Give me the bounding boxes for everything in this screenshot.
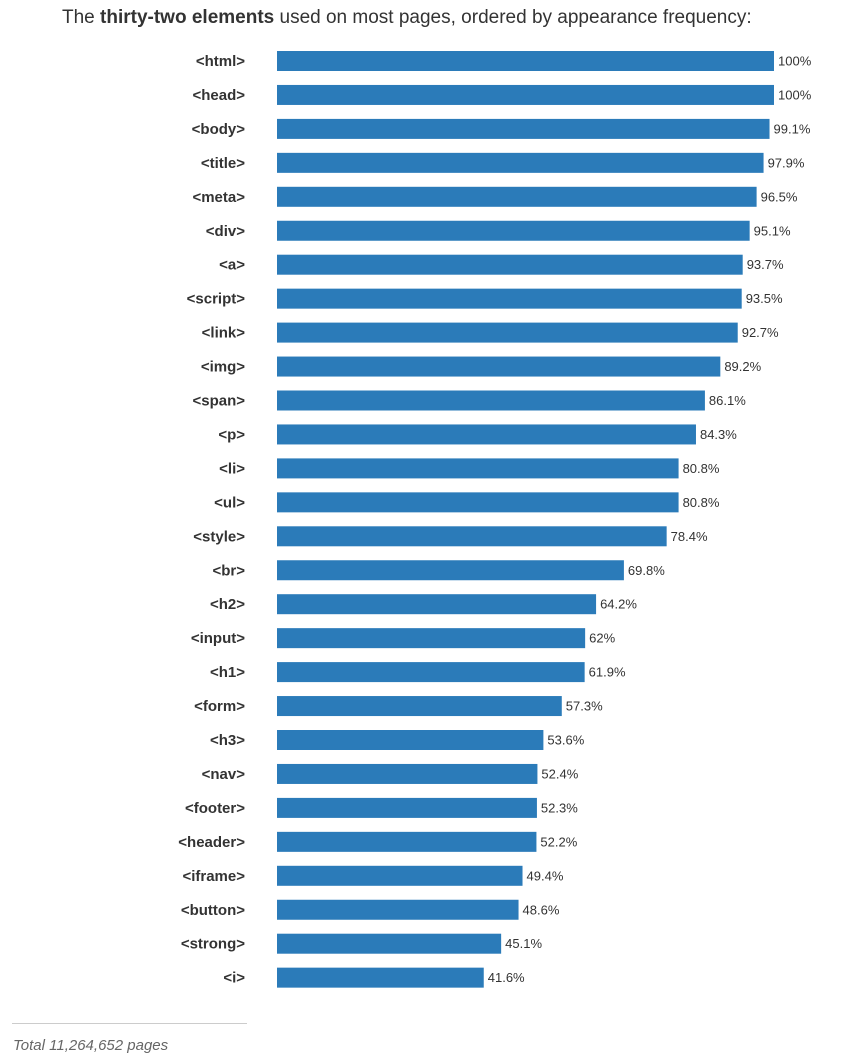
value-label-button: 48.6% bbox=[523, 902, 560, 917]
value-label-nav: 52.4% bbox=[541, 766, 578, 781]
value-label-html: 100% bbox=[778, 54, 812, 69]
bar-nav bbox=[277, 763, 538, 784]
category-label-header: <header> bbox=[178, 834, 245, 851]
bar-iframe bbox=[277, 865, 523, 886]
value-label-li: 80.8% bbox=[683, 461, 720, 476]
category-label-ul: <ul> bbox=[214, 494, 245, 511]
category-label-img: <img> bbox=[201, 359, 245, 376]
value-label-title: 97.9% bbox=[768, 155, 805, 170]
bar-h2 bbox=[277, 594, 597, 615]
bar-footer bbox=[277, 797, 537, 818]
bar-head bbox=[277, 84, 774, 105]
category-label-input: <input> bbox=[191, 630, 245, 647]
category-label-div: <div> bbox=[206, 223, 245, 240]
bar-header bbox=[277, 831, 537, 852]
bar-li bbox=[277, 458, 679, 479]
value-label-footer: 52.3% bbox=[541, 800, 578, 815]
category-label-link: <link> bbox=[202, 325, 246, 342]
bar-form bbox=[277, 696, 562, 717]
value-label-img: 89.2% bbox=[724, 359, 761, 374]
category-label-br: <br> bbox=[212, 562, 245, 579]
category-label-li: <li> bbox=[219, 460, 245, 477]
bar-h3 bbox=[277, 730, 544, 750]
value-label-h3: 53.6% bbox=[547, 733, 584, 748]
value-label-h2: 64.2% bbox=[600, 597, 637, 612]
bar-img bbox=[277, 356, 721, 377]
bar-title bbox=[277, 152, 764, 173]
category-label-nav: <nav> bbox=[202, 766, 246, 783]
category-label-span: <span> bbox=[192, 393, 245, 410]
value-label-iframe: 49.4% bbox=[527, 868, 564, 883]
category-label-script: <script> bbox=[187, 291, 246, 308]
category-label-strong: <strong> bbox=[181, 936, 245, 953]
bar-strong bbox=[277, 933, 502, 954]
value-label-i: 41.6% bbox=[488, 970, 525, 985]
category-label-head: <head> bbox=[192, 87, 245, 104]
category-label-body: <body> bbox=[192, 121, 246, 138]
value-label-form: 57.3% bbox=[566, 699, 603, 714]
bar-style bbox=[277, 526, 667, 547]
bar-a bbox=[277, 254, 743, 275]
bar-button bbox=[277, 899, 519, 920]
category-label-style: <style> bbox=[193, 528, 245, 545]
category-label-title: <title> bbox=[201, 155, 245, 172]
category-label-form: <form> bbox=[194, 698, 245, 715]
heading-emphasis: thirty-two elements bbox=[100, 7, 275, 28]
category-label-button: <button> bbox=[181, 902, 245, 919]
bar-i bbox=[277, 967, 484, 988]
bar-p bbox=[277, 424, 696, 445]
value-label-br: 69.8% bbox=[628, 563, 665, 578]
total-pages-note: Total 11,264,652 pages bbox=[13, 1037, 169, 1054]
bar-chart: <html> 100% <head> 100% <body> 99.1% <title> 97… bbox=[178, 51, 812, 988]
value-label-h1: 61.9% bbox=[589, 665, 626, 680]
bar-ul bbox=[277, 492, 679, 513]
bar-link bbox=[277, 322, 738, 343]
value-label-script: 93.5% bbox=[746, 291, 783, 306]
value-label-p: 84.3% bbox=[700, 427, 737, 442]
value-label-header: 52.2% bbox=[540, 834, 577, 849]
bar-br bbox=[277, 560, 624, 581]
value-label-body: 99.1% bbox=[774, 121, 811, 136]
category-label-html: <html> bbox=[196, 53, 245, 70]
bar-body bbox=[277, 118, 770, 139]
category-label-h1: <h1> bbox=[210, 664, 245, 681]
value-label-a: 93.7% bbox=[747, 257, 784, 272]
category-label-h2: <h2> bbox=[210, 596, 245, 613]
category-label-footer: <footer> bbox=[185, 800, 245, 817]
footer-divider bbox=[12, 1023, 247, 1024]
value-label-strong: 45.1% bbox=[505, 936, 542, 951]
value-label-div: 95.1% bbox=[754, 223, 791, 238]
category-label-iframe: <iframe> bbox=[182, 868, 245, 885]
value-label-span: 86.1% bbox=[709, 393, 746, 408]
bar-html bbox=[277, 51, 774, 71]
value-label-head: 100% bbox=[778, 87, 812, 102]
heading-suffix: used on most pages, ordered by appearanc… bbox=[274, 7, 752, 28]
value-label-link: 92.7% bbox=[742, 325, 779, 340]
value-label-meta: 96.5% bbox=[761, 189, 798, 204]
value-label-ul: 80.8% bbox=[683, 495, 720, 510]
category-label-h3: <h3> bbox=[210, 732, 245, 749]
bar-meta bbox=[277, 186, 757, 207]
bar-span bbox=[277, 390, 705, 411]
bar-script bbox=[277, 288, 742, 309]
bar-h1 bbox=[277, 662, 585, 683]
category-label-i: <i> bbox=[223, 970, 245, 987]
heading-prefix: The bbox=[62, 7, 101, 28]
value-label-input: 62% bbox=[589, 631, 615, 646]
value-label-style: 78.4% bbox=[671, 529, 708, 544]
chart-heading: The thirty-two elements used on most pag… bbox=[62, 4, 752, 32]
category-label-p: <p> bbox=[218, 426, 245, 443]
bar-input bbox=[277, 628, 586, 649]
category-label-meta: <meta> bbox=[192, 189, 245, 206]
bar-div bbox=[277, 220, 750, 241]
category-label-a: <a> bbox=[219, 257, 245, 274]
